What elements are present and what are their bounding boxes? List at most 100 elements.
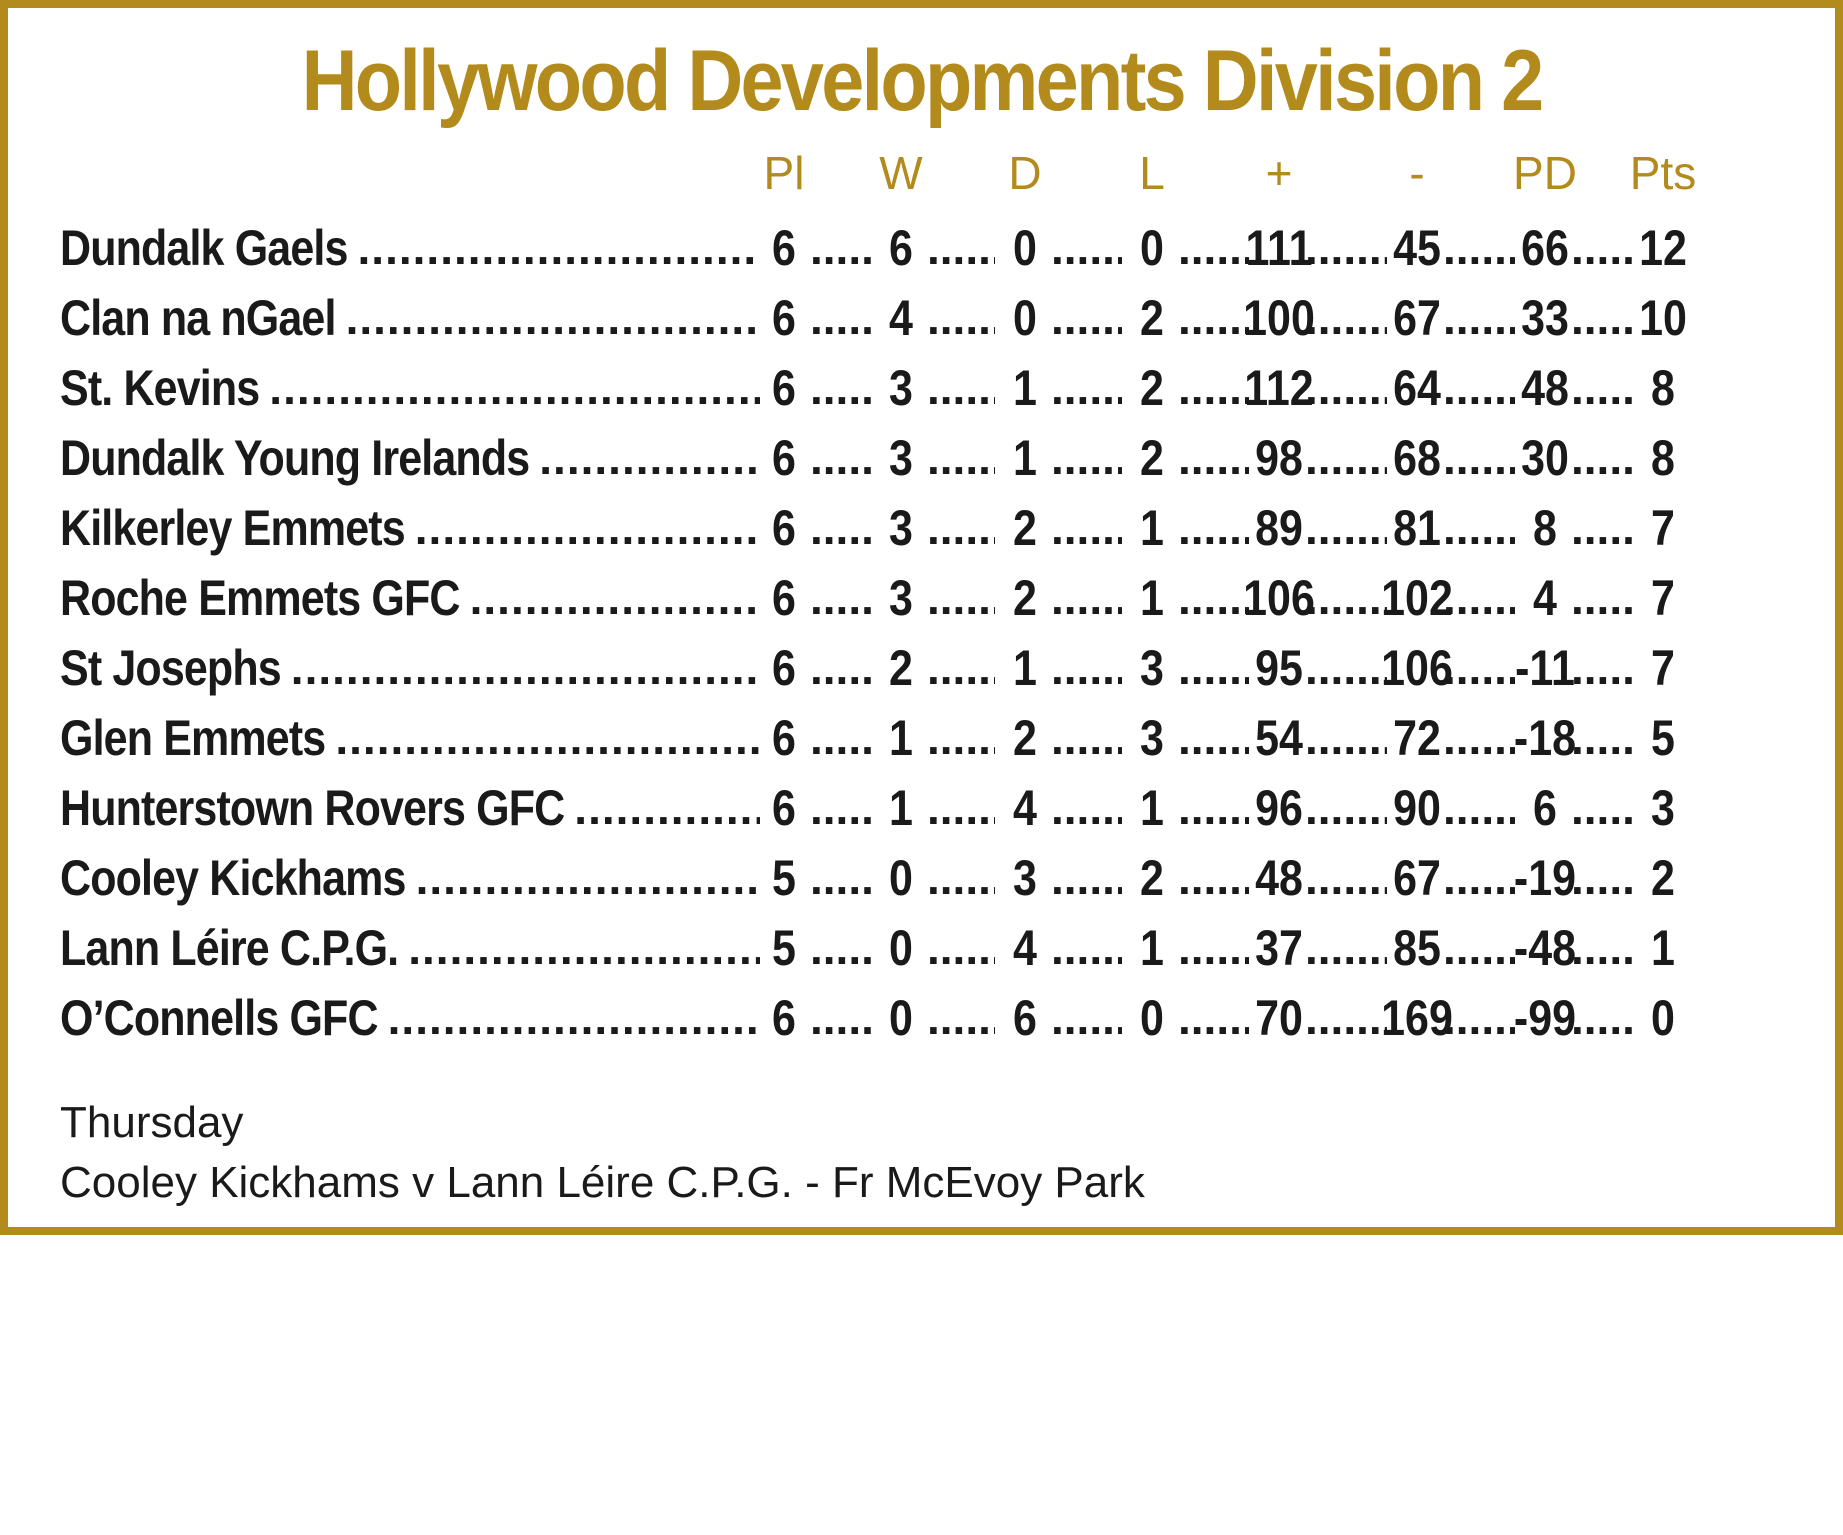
cell-pd: 30 [1521,430,1569,486]
cell-d: 4 [1013,780,1037,836]
cell-against: 67 [1393,290,1441,346]
dot-leader: ........................................… [1571,922,1633,974]
dot-leader: ........................................… [927,222,995,274]
dot-leader: ........................................… [1571,782,1633,834]
table-row: Glen Emmets.............................… [60,703,1760,773]
dot-leader: ........................................… [357,222,760,274]
cell-d: 6 [1013,990,1037,1046]
dot-leader: ........................................… [1305,852,1387,904]
header-played: Pl [763,147,805,199]
dot-leader: ........................................… [1443,222,1515,274]
cell-for: 112 [1244,360,1314,416]
dot-leader: ........................................… [810,432,871,484]
cell-pts: 7 [1651,570,1675,626]
cell-pd: 66 [1521,220,1569,276]
cell-w: 0 [889,990,913,1046]
cell-pd: 6 [1533,780,1557,836]
fixture-day: Thursday [60,1098,244,1147]
dot-leader: ........................................… [269,362,760,414]
dot-leader: ........................................… [345,292,760,344]
cell-against: 68 [1393,430,1441,486]
dot-leader: ........................................… [1178,712,1249,764]
cell-d: 2 [1013,500,1037,556]
cell-for: 100 [1243,290,1315,346]
cell-pd: -99 [1513,990,1577,1046]
cell-l: 1 [1140,920,1164,976]
cell-pts: 2 [1651,850,1675,906]
cell-pl: 6 [772,710,796,766]
cell-l: 3 [1140,640,1164,696]
cell-w: 3 [889,360,913,416]
dot-leader: ........................................… [1571,222,1633,274]
table-row: Clan na nGael...........................… [60,283,1760,353]
dot-leader: ........................................… [1443,642,1515,694]
header-points: Pts [1629,147,1697,199]
fixtures-block: Thursday Cooley Kickhams v Lann Léire C.… [60,1093,1145,1213]
dot-leader: ........................................… [1051,642,1122,694]
cell-against: 106 [1381,640,1453,696]
cell-for: 89 [1255,500,1303,556]
dot-leader: ........................................… [810,222,871,274]
dot-leader: ........................................… [810,502,871,554]
dot-leader: ........................................… [1305,292,1387,344]
dot-leader: ........................................… [1443,432,1515,484]
cell-for: 96 [1255,780,1303,836]
cell-w: 4 [889,290,913,346]
cell-against: 72 [1393,710,1441,766]
table-row: Kilkerley Emmets........................… [60,493,1760,563]
team-name: Hunterstown Rovers GFC [60,780,565,836]
cell-for: 98 [1255,430,1303,486]
dot-leader: ........................................… [810,572,871,624]
dot-leader: ........................................… [1051,362,1122,414]
dot-leader: ........................................… [1443,992,1515,1044]
cell-pts: 7 [1651,500,1675,556]
dot-leader: ........................................… [810,292,871,344]
table-row: Lann Léire C.P.G........................… [60,913,1760,983]
table-row: Hunterstown Rovers GFC..................… [60,773,1760,843]
dot-leader: ........................................… [1443,922,1515,974]
cell-d: 0 [1013,220,1037,276]
dot-leader: ........................................… [574,782,760,834]
cell-w: 1 [889,780,913,836]
dot-leader: ........................................… [1178,642,1249,694]
dot-leader: ........................................… [415,852,760,904]
dot-leader: ........................................… [1305,992,1387,1044]
fixture-match: Cooley Kickhams v Lann Léire C.P.G. - Fr… [60,1158,1145,1207]
cell-l: 2 [1140,430,1164,486]
cell-w: 3 [889,570,913,626]
dot-leader: ........................................… [1178,362,1249,414]
dot-leader: ........................................… [1571,362,1633,414]
dot-leader: ........................................… [927,712,995,764]
cell-pts: 1 [1651,920,1675,976]
dot-leader: ........................................… [810,362,871,414]
header-for: + [1265,147,1293,199]
cell-against: 169 [1381,990,1453,1046]
dot-leader: ........................................… [1051,922,1122,974]
league-table-panel: Hollywood Developments Division 2 Pl W D L +… [0,0,1843,1235]
cell-pl: 6 [772,290,796,346]
dot-leader: ........................................… [927,362,995,414]
dot-leader: ........................................… [1178,992,1249,1044]
cell-w: 3 [889,500,913,556]
cell-w: 6 [889,220,913,276]
dot-leader: ........................................… [1443,572,1515,624]
cell-l: 3 [1140,710,1164,766]
team-name: Glen Emmets [60,710,326,766]
cell-pd: 33 [1521,290,1569,346]
dot-leader: ........................................… [1178,572,1249,624]
dot-leader: ........................................… [1571,502,1633,554]
dot-leader: ........................................… [927,852,995,904]
dot-leader: ........................................… [408,922,760,974]
cell-d: 4 [1013,920,1037,976]
header-points-difference: PD [1513,147,1577,199]
cell-against: 81 [1393,500,1441,556]
table-row: St. Kevins..............................… [60,353,1760,423]
cell-pts: 7 [1651,640,1675,696]
dot-leader: ........................................… [1571,292,1633,344]
cell-against: 64 [1393,360,1441,416]
dot-leader: ........................................… [1305,712,1387,764]
cell-d: 2 [1013,710,1037,766]
dot-leader: ........................................… [927,292,995,344]
cell-pl: 5 [772,850,796,906]
cell-for: 37 [1255,920,1303,976]
